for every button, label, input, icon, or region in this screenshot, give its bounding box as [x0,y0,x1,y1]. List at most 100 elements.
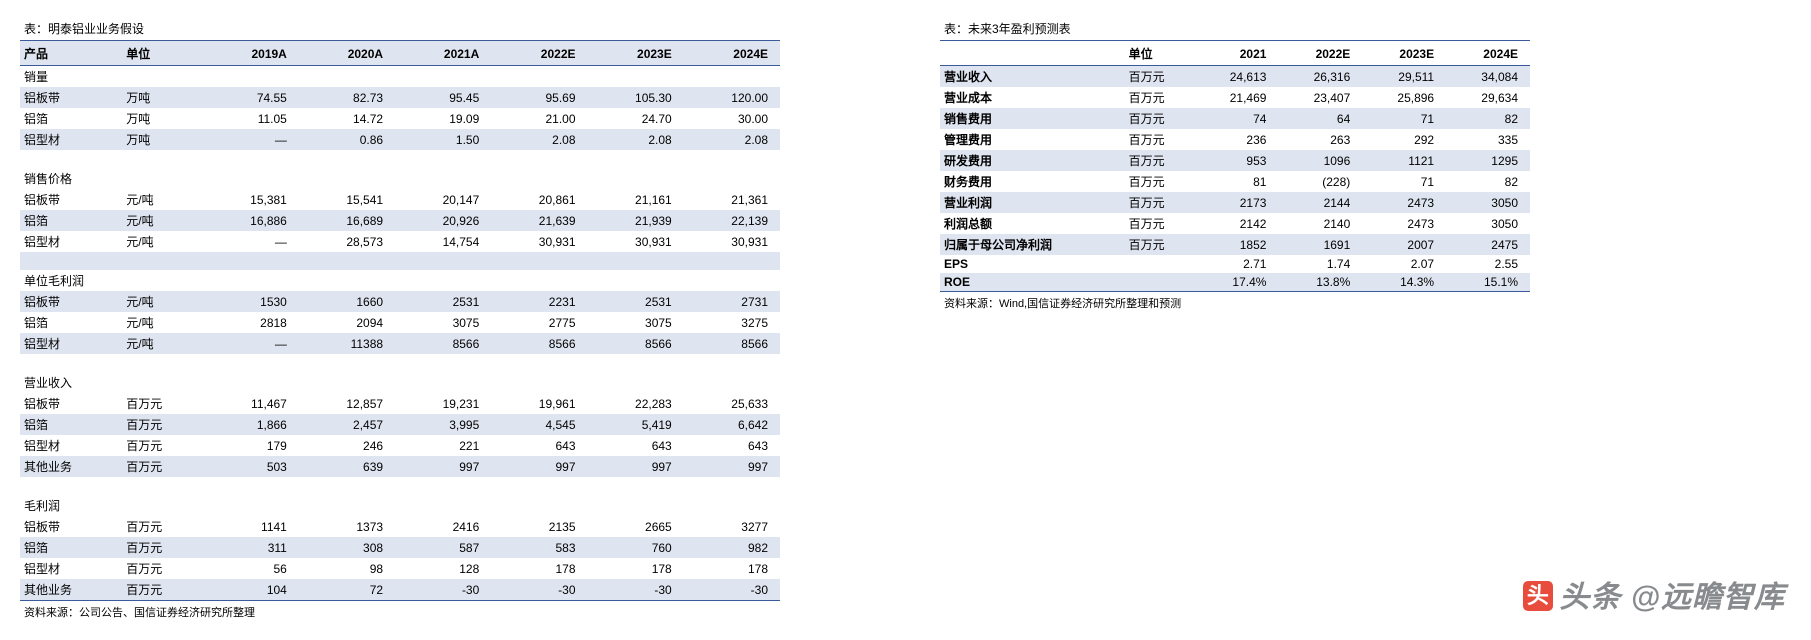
data-cell: 236 [1195,129,1279,150]
data-cell: 6,642 [684,414,780,435]
row-unit: 百万元 [1125,87,1195,108]
data-cell: 2173 [1195,192,1279,213]
row-label: 铝型材 [20,231,122,252]
data-cell: 82 [1446,171,1530,192]
data-cell: 30,931 [684,231,780,252]
data-cell: 1691 [1278,234,1362,255]
right-header-cell: 2022E [1278,41,1362,66]
data-cell: 15,541 [299,189,395,210]
data-cell: 21,639 [491,210,587,231]
table-row: EPS2.711.742.072.55 [940,255,1530,273]
data-cell: 19,231 [395,393,491,414]
row-label: 营业收入 [940,66,1125,88]
data-cell: 5,419 [588,414,684,435]
data-cell: 30.00 [684,108,780,129]
right-header-cell: 2023E [1362,41,1446,66]
data-cell: 23,407 [1278,87,1362,108]
table-row: 营业收入百万元24,61326,31629,51134,084 [940,66,1530,88]
data-cell: 643 [491,435,587,456]
data-cell: 2531 [395,291,491,312]
data-cell: 16,689 [299,210,395,231]
row-unit: 万吨 [122,87,202,108]
data-cell: 1121 [1362,150,1446,171]
data-cell: 30,931 [491,231,587,252]
row-label: 营业成本 [940,87,1125,108]
data-cell: 178 [491,558,587,579]
data-cell: 2142 [1195,213,1279,234]
row-unit: 元/吨 [122,231,202,252]
table-row: 研发费用百万元953109611211295 [940,150,1530,171]
data-cell: 3075 [395,312,491,333]
row-unit: 百万元 [1125,108,1195,129]
data-cell: 2,457 [299,414,395,435]
data-cell: 21,469 [1195,87,1279,108]
data-cell: 71 [1362,108,1446,129]
data-cell: 22,139 [684,210,780,231]
data-cell: 2144 [1278,192,1362,213]
row-unit: 元/吨 [122,312,202,333]
data-cell: 82 [1446,108,1530,129]
data-cell: 13.8% [1278,273,1362,292]
left-title: 表：明泰铝业业务假设 [20,18,780,41]
data-cell: 30,931 [588,231,684,252]
row-label: 其他业务 [20,456,122,477]
data-cell: 21,161 [588,189,684,210]
data-cell: 34,084 [1446,66,1530,88]
data-cell: 120.00 [684,87,780,108]
data-cell: 2775 [491,312,587,333]
data-cell: 982 [684,537,780,558]
row-unit: 万吨 [122,129,202,150]
row-label: 铝箔 [20,210,122,231]
row-unit: 百万元 [1125,129,1195,150]
data-cell: 178 [684,558,780,579]
data-cell: 246 [299,435,395,456]
toutiao-icon: 头 [1523,581,1553,611]
data-cell: 29,511 [1362,66,1446,88]
section-header: 单位毛利润 [20,270,780,291]
row-label: 归属于母公司净利润 [940,234,1125,255]
data-cell: 2818 [203,312,299,333]
data-cell: 178 [588,558,684,579]
data-cell: 95.69 [491,87,587,108]
table-row: 铝型材万吨—0.861.502.082.082.08 [20,129,780,150]
left-table-block: 表：明泰铝业业务假设 产品单位2019A2020A2021A2022E2023E… [20,18,780,622]
data-cell: 643 [684,435,780,456]
data-cell: 2.08 [588,129,684,150]
row-label: 铝箔 [20,537,122,558]
data-cell: 20,861 [491,189,587,210]
left-header-cell: 2024E [684,41,780,66]
row-label: 研发费用 [940,150,1125,171]
data-cell: 3275 [684,312,780,333]
data-cell: 760 [588,537,684,558]
table-row: 铝型材百万元5698128178178178 [20,558,780,579]
row-unit: 元/吨 [122,189,202,210]
data-cell: -30 [491,579,587,601]
data-cell: 11,467 [203,393,299,414]
data-cell: 19,961 [491,393,587,414]
data-cell: 2135 [491,516,587,537]
data-cell: 20,926 [395,210,491,231]
row-unit [1125,273,1195,292]
right-table-block: 表：未来3年盈利预测表 单位20212022E2023E2024E营业收入百万元… [940,18,1530,313]
data-cell: 4,545 [491,414,587,435]
row-unit: 元/吨 [122,333,202,354]
row-unit: 百万元 [122,435,202,456]
data-cell: 105.30 [588,87,684,108]
row-unit: 万吨 [122,108,202,129]
data-cell: 29,634 [1446,87,1530,108]
data-cell: 335 [1446,129,1530,150]
data-cell: 8566 [491,333,587,354]
section-header: 毛利润 [20,495,780,516]
data-cell: 2140 [1278,213,1362,234]
row-unit: 百万元 [1125,192,1195,213]
data-cell: 503 [203,456,299,477]
data-cell: 26,316 [1278,66,1362,88]
row-unit: 百万元 [122,414,202,435]
section-header: 销售价格 [20,168,780,189]
table-row: 铝型材百万元179246221643643643 [20,435,780,456]
table-row: 营业成本百万元21,46923,40725,89629,634 [940,87,1530,108]
data-cell: 22,283 [588,393,684,414]
row-unit [1125,255,1195,273]
data-cell: 8566 [684,333,780,354]
row-unit: 百万元 [122,558,202,579]
